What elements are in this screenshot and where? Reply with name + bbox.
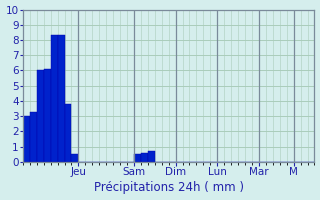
Bar xyxy=(134,154,141,162)
Bar xyxy=(71,154,78,162)
Bar xyxy=(148,151,155,162)
Bar xyxy=(58,35,65,162)
Bar xyxy=(37,70,44,162)
Bar xyxy=(141,153,148,162)
Bar xyxy=(30,112,37,162)
Bar xyxy=(44,69,51,162)
Bar xyxy=(23,116,30,162)
X-axis label: Précipitations 24h ( mm ): Précipitations 24h ( mm ) xyxy=(94,181,244,194)
Bar xyxy=(51,35,58,162)
Bar xyxy=(65,104,71,162)
